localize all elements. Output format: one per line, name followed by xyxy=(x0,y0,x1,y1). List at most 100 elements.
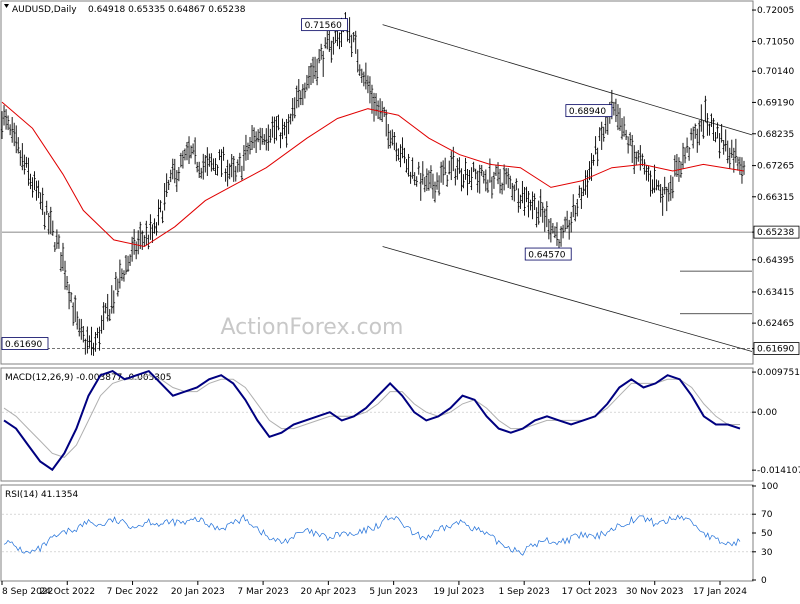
ohlc-bar xyxy=(655,179,658,191)
ohlc-bar xyxy=(702,120,705,139)
ohlc-bar xyxy=(439,161,443,183)
ohlc-bar xyxy=(691,126,695,149)
price-y-tick-label: 0.61690 xyxy=(757,345,794,355)
ohlc-bar xyxy=(201,153,205,180)
ohlc-bar xyxy=(665,186,669,212)
ohlc-bar xyxy=(45,200,49,215)
ohlc-bar xyxy=(657,180,660,191)
annotation-label: 0.68940 xyxy=(569,107,606,117)
ohlc-bar xyxy=(262,134,266,145)
price-y-tick-label: 0.72005 xyxy=(757,6,794,16)
ohlc-bar xyxy=(512,184,516,202)
ohlc-bar xyxy=(303,82,307,99)
ohlc-bar xyxy=(41,187,44,215)
ohlc-bar xyxy=(254,131,258,154)
ohlc-bar xyxy=(706,113,709,136)
ohlc-bar xyxy=(6,115,10,131)
ohlc-bar xyxy=(647,165,650,182)
ohlc-bar xyxy=(230,154,234,178)
ohlc-bar xyxy=(287,114,290,135)
ohlc-bar xyxy=(704,95,707,123)
ohlc-bar xyxy=(116,278,120,297)
ohlc-bar xyxy=(197,161,201,178)
ohlc-bar xyxy=(649,170,652,197)
ohlc-bar xyxy=(33,171,36,191)
ohlc-bar xyxy=(112,290,116,314)
ohlc-bar xyxy=(431,173,435,199)
macd-y-tick-label: -0.014107 xyxy=(757,466,800,476)
ohlc-bar xyxy=(535,207,538,228)
ohlc-bar xyxy=(460,168,463,192)
ohlc-bar xyxy=(350,34,353,58)
ohlc-bar xyxy=(594,136,597,155)
ohlc-bar xyxy=(181,150,185,169)
ohlc-bar xyxy=(94,331,97,352)
ohlc-bar xyxy=(309,62,313,85)
ohlc-bar xyxy=(65,275,69,291)
ohlc-bar xyxy=(199,167,203,179)
ohlc-bar xyxy=(47,212,51,235)
rsi-y-tick-label: 0 xyxy=(761,576,767,586)
ohlc-bar xyxy=(508,175,512,190)
ohlc-bar xyxy=(435,172,439,190)
ohlc-bar xyxy=(98,326,101,351)
annotation-label: 0.61690 xyxy=(5,340,42,350)
ohlc-bar xyxy=(271,116,274,138)
ohlc-bar xyxy=(364,62,368,90)
ohlc-bar xyxy=(628,132,632,146)
ohlc-bar xyxy=(149,214,152,240)
ohlc-bar xyxy=(401,137,404,159)
ohlc-bar xyxy=(147,234,150,250)
ohlc-bar xyxy=(354,30,358,54)
price-marker-box xyxy=(753,342,800,355)
ohlc-bar xyxy=(454,168,457,186)
ohlc-bar xyxy=(37,180,40,199)
ohlc-bar xyxy=(57,234,61,249)
ohlc-bar xyxy=(700,104,703,132)
ohlc-bar xyxy=(429,165,433,189)
ohlc-bar xyxy=(120,268,124,281)
ohlc-bar xyxy=(79,318,83,340)
ohlc-bar xyxy=(61,242,65,271)
ohlc-bar xyxy=(494,165,498,177)
ohlc-bar xyxy=(502,164,506,191)
ohlc-bar xyxy=(663,176,667,195)
ohlc-bar xyxy=(476,170,479,193)
annotation-label: 0.64570 xyxy=(528,251,565,261)
ohlc-bar xyxy=(470,167,473,191)
ohlc-bar xyxy=(240,165,244,181)
rsi-y-tick-label: 100 xyxy=(761,482,778,492)
ohlc-bar xyxy=(742,160,746,175)
ohlc-bar xyxy=(391,129,394,146)
ohlc-bar xyxy=(86,326,89,354)
ohlc-bar xyxy=(415,176,419,187)
ohlc-bar xyxy=(171,158,175,180)
ohlc-bar xyxy=(242,145,246,171)
annotation-box xyxy=(1,337,49,350)
ohlc-bar xyxy=(366,75,370,94)
ohlc-bar xyxy=(458,157,461,174)
macd-y-tick-label: 0.009751 xyxy=(757,368,800,378)
ohlc-bar xyxy=(659,183,662,203)
ohlc-bar xyxy=(738,156,742,175)
ohlc-bar xyxy=(474,168,477,180)
x-tick-label: 1 Sep 2023 xyxy=(499,587,550,597)
ohlc-bar xyxy=(519,194,522,209)
ohlc-bar xyxy=(399,144,402,168)
ohlc-bar xyxy=(433,181,437,203)
ohlc-bar xyxy=(195,161,199,173)
annotation-box xyxy=(301,18,348,32)
ohlc-bar xyxy=(338,32,341,50)
ohlc-bar xyxy=(63,260,67,290)
ohlc-bar xyxy=(466,169,469,196)
ohlc-bar xyxy=(584,170,587,195)
x-tick-label: 24 Oct 2022 xyxy=(39,587,95,597)
ohlc-bar xyxy=(482,171,486,184)
ohlc-bar xyxy=(565,210,569,229)
ohlc-bar xyxy=(226,159,229,187)
x-tick-label: 7 Dec 2022 xyxy=(107,587,159,597)
ohlc-bar xyxy=(260,128,264,145)
ohlc-bar xyxy=(124,255,128,275)
x-tick-label: 20 Jan 2023 xyxy=(171,587,225,597)
